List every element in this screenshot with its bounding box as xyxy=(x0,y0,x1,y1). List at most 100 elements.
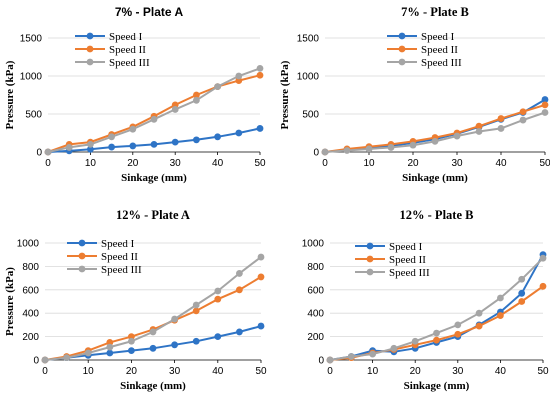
legend-swatch-marker xyxy=(78,265,86,273)
data-point xyxy=(411,337,419,345)
series-line xyxy=(47,127,261,153)
data-point xyxy=(497,115,505,122)
series-speed-ii xyxy=(326,282,547,364)
legend-item: Speed II xyxy=(355,254,426,266)
data-point xyxy=(127,337,135,345)
legend-label: Speed III xyxy=(101,264,142,276)
data-point xyxy=(433,329,440,337)
data-point xyxy=(541,96,549,103)
data-point xyxy=(390,344,398,352)
y-tick-label: 800 xyxy=(22,262,39,273)
data-point xyxy=(87,145,94,153)
data-point xyxy=(475,122,483,130)
x-tick-label: 10 xyxy=(367,366,379,377)
x-tick-label: 20 xyxy=(410,366,422,377)
data-point xyxy=(497,125,505,132)
data-point xyxy=(475,322,483,330)
x-tick-label: 40 xyxy=(212,366,224,377)
data-point xyxy=(149,328,157,336)
legend-swatch-marker xyxy=(398,32,406,40)
legend-label: Speed II xyxy=(101,251,138,263)
chart-panel-12-plate-b: 12% - Plate B 0 200 400 600 800 1000 0 10 20 30 40 5… xyxy=(275,205,550,410)
chart-svg: 7% - Plate B 0 500 1000 1500 0 10 20 30 40 50 Sinka… xyxy=(279,5,550,184)
chart-panel-12-plate-a: 12% - Plate A 0 200 400 600 800 1000 0 10 20 30 40 5… xyxy=(0,205,275,410)
x-tick-label: 20 xyxy=(127,158,139,169)
series-speed-i xyxy=(321,96,549,156)
y-tick-label: 0 xyxy=(36,148,42,159)
x-tick-label: 0 xyxy=(42,366,48,377)
chart-title: 12% - Plate B xyxy=(400,208,474,222)
legend-swatch-marker xyxy=(366,242,374,250)
legend-swatch-marker xyxy=(398,58,406,66)
x-tick-label: 50 xyxy=(539,158,550,169)
series-speed-iii xyxy=(44,65,264,156)
y-tick-label: 1000 xyxy=(20,72,43,83)
y-axis-label: Pressure (kPa) xyxy=(4,267,16,336)
x-tick-label: 0 xyxy=(322,158,328,169)
data-point xyxy=(235,72,243,80)
legend-item: Speed II xyxy=(67,251,138,263)
legend-swatch-marker xyxy=(86,58,94,66)
data-point xyxy=(347,353,355,360)
legend-item: Speed III xyxy=(75,57,150,69)
x-tick-label: 10 xyxy=(83,366,95,377)
data-point xyxy=(171,341,179,349)
data-point xyxy=(256,125,264,132)
y-axis-label: Pressure (kPa) xyxy=(279,60,291,129)
x-tick-label: 50 xyxy=(255,366,267,377)
legend-item: Speed III xyxy=(355,267,430,279)
chart-panel-7-plate-b: 7% - Plate B 0 500 1000 1500 0 10 20 30 40 50 Sinka… xyxy=(275,0,550,205)
data-point xyxy=(44,148,52,156)
data-point xyxy=(539,282,547,290)
data-point xyxy=(108,143,115,151)
y-tick-label: 600 xyxy=(22,285,39,296)
data-point xyxy=(63,354,70,362)
series-line xyxy=(44,256,262,361)
data-point xyxy=(236,270,243,277)
chart-panel-7-plate-a: 7% - Plate A 0 500 1000 1500 0 10 20 30 40 50 Sinka… xyxy=(0,0,275,205)
data-point xyxy=(321,148,329,156)
data-point xyxy=(65,144,73,151)
x-tick-label: 30 xyxy=(452,366,464,377)
legend-label: Speed II xyxy=(421,44,458,56)
legend-swatch-marker xyxy=(78,239,86,247)
y-tick-label: 200 xyxy=(22,332,39,343)
data-point xyxy=(369,350,376,358)
legend-swatch-marker xyxy=(78,252,86,260)
data-point xyxy=(453,132,461,140)
data-point xyxy=(257,322,265,330)
data-point xyxy=(149,344,157,352)
data-point xyxy=(236,328,243,336)
x-axis-label: Sinkage (mm) xyxy=(404,380,470,392)
data-point xyxy=(431,137,439,145)
legend-item: Speed I xyxy=(355,241,423,253)
legend-label: Speed III xyxy=(109,57,150,69)
series-line xyxy=(324,111,546,153)
data-point xyxy=(41,356,49,364)
chart-svg: 12% - Plate B 0 200 400 600 800 1000 0 10 20 30 40 5… xyxy=(302,208,549,392)
legend-label: Speed II xyxy=(389,254,426,266)
data-point xyxy=(454,330,462,338)
data-point xyxy=(387,144,395,151)
legend-label: Speed I xyxy=(389,241,423,253)
x-axis-label: Sinkage (mm) xyxy=(402,172,468,184)
legend-item: Speed II xyxy=(387,44,458,56)
legend-item: Speed I xyxy=(387,31,455,43)
x-tick-label: 10 xyxy=(363,158,375,169)
y-axis-label: Pressure (kPa) xyxy=(4,60,16,129)
y-tick-label: 1500 xyxy=(297,34,320,45)
y-tick-label: 0 xyxy=(313,148,319,159)
data-point xyxy=(192,301,200,309)
data-point xyxy=(129,142,137,150)
chart-title: 12% - Plate A xyxy=(116,208,190,222)
data-point xyxy=(433,336,440,344)
x-tick-label: 0 xyxy=(327,366,333,377)
data-point xyxy=(171,315,179,323)
y-tick-label: 500 xyxy=(25,110,42,121)
data-point xyxy=(365,145,373,153)
data-point xyxy=(409,141,417,149)
chart-svg: 12% - Plate A 0 200 400 600 800 1000 0 10 20 30 40 5… xyxy=(4,208,267,392)
legend-label: Speed I xyxy=(421,31,455,43)
data-point xyxy=(343,147,351,154)
